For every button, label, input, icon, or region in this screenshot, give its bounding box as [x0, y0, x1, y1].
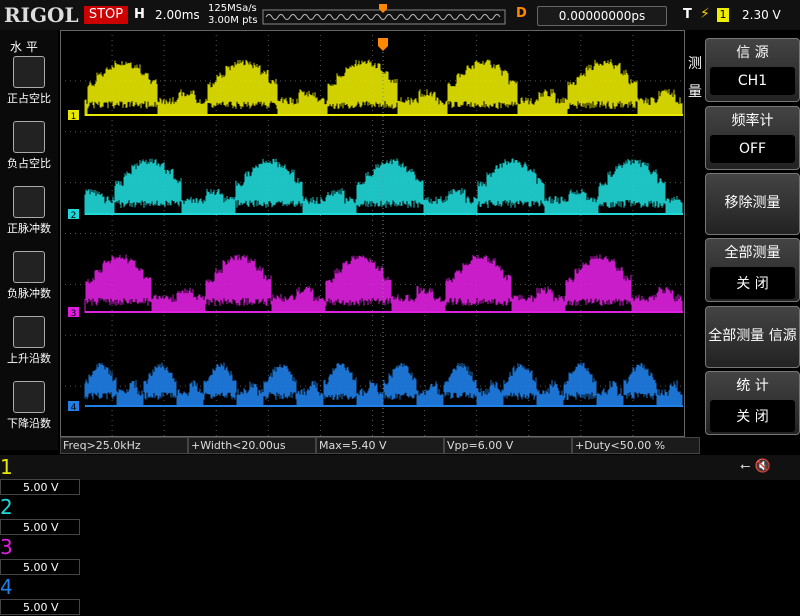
button-label: 统 计	[736, 378, 769, 394]
timebase-label: H	[134, 7, 145, 22]
measurement-bar: Freq>25.0kHz +Width<20.00us Max=5.40 V Vpp=…	[60, 437, 700, 454]
trigger-pos	[379, 4, 387, 13]
button-label: 信 源	[736, 45, 769, 61]
channel-marker: 3	[68, 307, 79, 319]
menu-button[interactable]: 全部测量 信源	[705, 306, 800, 368]
item-icon	[13, 121, 45, 153]
item-icon	[13, 381, 45, 413]
marker-box	[68, 209, 79, 219]
item-label: 正脉冲数	[7, 222, 51, 235]
trigger-marker	[378, 38, 388, 51]
item-icon	[13, 186, 45, 218]
channel-scale[interactable]: 5.00 V	[0, 479, 80, 495]
menu-item[interactable]: 正占空比	[4, 56, 54, 106]
menu-button[interactable]: 信 源 CH1	[705, 38, 800, 102]
measurement[interactable]: +Width<20.00us	[188, 437, 316, 454]
button-value: OFF	[710, 135, 795, 163]
button-value: CH1	[710, 67, 795, 95]
menu-item[interactable]: 下降沿数	[4, 381, 54, 431]
memory-bar	[262, 4, 506, 25]
item-icon	[13, 56, 45, 88]
menu-item[interactable]: 上升沿数	[4, 316, 54, 366]
item-label: 负脉冲数	[7, 287, 51, 300]
channel-number[interactable]: 1	[0, 455, 13, 479]
button-value: 关 闭	[710, 400, 795, 432]
logo: RIGOL	[4, 3, 79, 27]
channel-marker: 4	[68, 401, 79, 413]
button-label: 移除测量	[724, 195, 781, 211]
waveform	[84, 362, 683, 407]
marker-box	[68, 401, 79, 411]
right-menu: 信 源 CH1 频率计 OFF 移除测量 全部测量关 闭全部测量 信源统 计关 闭	[705, 38, 800, 450]
delay[interactable]: 0.00000000ps	[537, 6, 667, 26]
memory-frame	[262, 9, 506, 25]
marker-label: 1	[71, 112, 77, 122]
channel-number[interactable]: 3	[0, 535, 13, 559]
button-label: 频率计	[731, 113, 774, 129]
trigger-edge: ⚡	[700, 6, 710, 22]
waveform	[84, 158, 683, 215]
button-label: 全部测量 信源	[708, 328, 797, 344]
menu-title: 测 量	[688, 56, 702, 100]
trigger-source: 1	[717, 8, 729, 22]
delay-label: D	[516, 6, 527, 21]
measurement[interactable]: Vpp=6.00 V	[444, 437, 572, 454]
menu-item[interactable]: 负脉冲数	[4, 251, 54, 301]
item-icon	[13, 316, 45, 348]
menu-button[interactable]: 全部测量关 闭	[705, 238, 800, 302]
run-state[interactable]: STOP	[84, 6, 128, 24]
channel-marker: 2	[68, 209, 79, 221]
item-label: 负占空比	[7, 157, 51, 170]
menu-item[interactable]: 负占空比	[4, 121, 54, 171]
trigger-label: T	[683, 7, 692, 22]
left-menu-title: 水 平	[10, 40, 38, 54]
channel-bar: ⭠ 🔇 1 5.00 V 2 5.00 V 3 5.00 V 4 5.00 V	[0, 455, 800, 615]
button-label: 全部测量	[724, 245, 781, 261]
measurement[interactable]: Max=5.40 V	[316, 437, 444, 454]
sample-rate: 125MSa/s	[208, 3, 257, 14]
marker-box	[68, 307, 79, 317]
channel-marker: 1	[68, 110, 79, 122]
menu-button[interactable]: 统 计关 闭	[705, 371, 800, 435]
marker-label: 4	[71, 403, 77, 413]
channel-scale[interactable]: 5.00 V	[0, 519, 80, 535]
channel-number[interactable]: 2	[0, 495, 13, 519]
trigger-level[interactable]: 2.30 V	[742, 8, 781, 22]
button-value: 关 闭	[710, 267, 795, 299]
menu-button[interactable]: 频率计 OFF	[705, 106, 800, 170]
menu-item[interactable]: 正脉冲数	[4, 186, 54, 236]
channel-scale[interactable]: 5.00 V	[0, 599, 80, 615]
menu-button[interactable]: 移除测量	[705, 173, 800, 235]
memory-wave	[265, 14, 501, 20]
marker-label: 2	[71, 211, 77, 221]
waveform-area: 1 2 3 4	[60, 30, 685, 437]
item-icon	[13, 251, 45, 283]
item-label: 上升沿数	[7, 352, 51, 365]
top-bar: RIGOL STOP H 2.00ms 125MSa/s 3.00M pts D…	[0, 0, 800, 30]
usb-icon: ⭠ 🔇	[740, 459, 771, 474]
measurement[interactable]: +Duty<50.00 %	[572, 437, 700, 454]
marker-box	[68, 110, 79, 120]
memory-depth: 3.00M pts	[208, 15, 258, 26]
measurement[interactable]: Freq>25.0kHz	[60, 437, 188, 454]
timebase[interactable]: 2.00ms	[155, 8, 200, 22]
waveform	[84, 254, 683, 313]
item-label: 正占空比	[7, 92, 51, 105]
marker-label: 3	[71, 309, 77, 319]
waveform	[84, 59, 683, 116]
channel-scale[interactable]: 5.00 V	[0, 559, 80, 575]
channel-number[interactable]: 4	[0, 575, 13, 599]
item-label: 下降沿数	[7, 417, 51, 430]
left-menu: 水 平 正占空比负占空比正脉冲数负脉冲数上升沿数下降沿数	[0, 30, 58, 450]
